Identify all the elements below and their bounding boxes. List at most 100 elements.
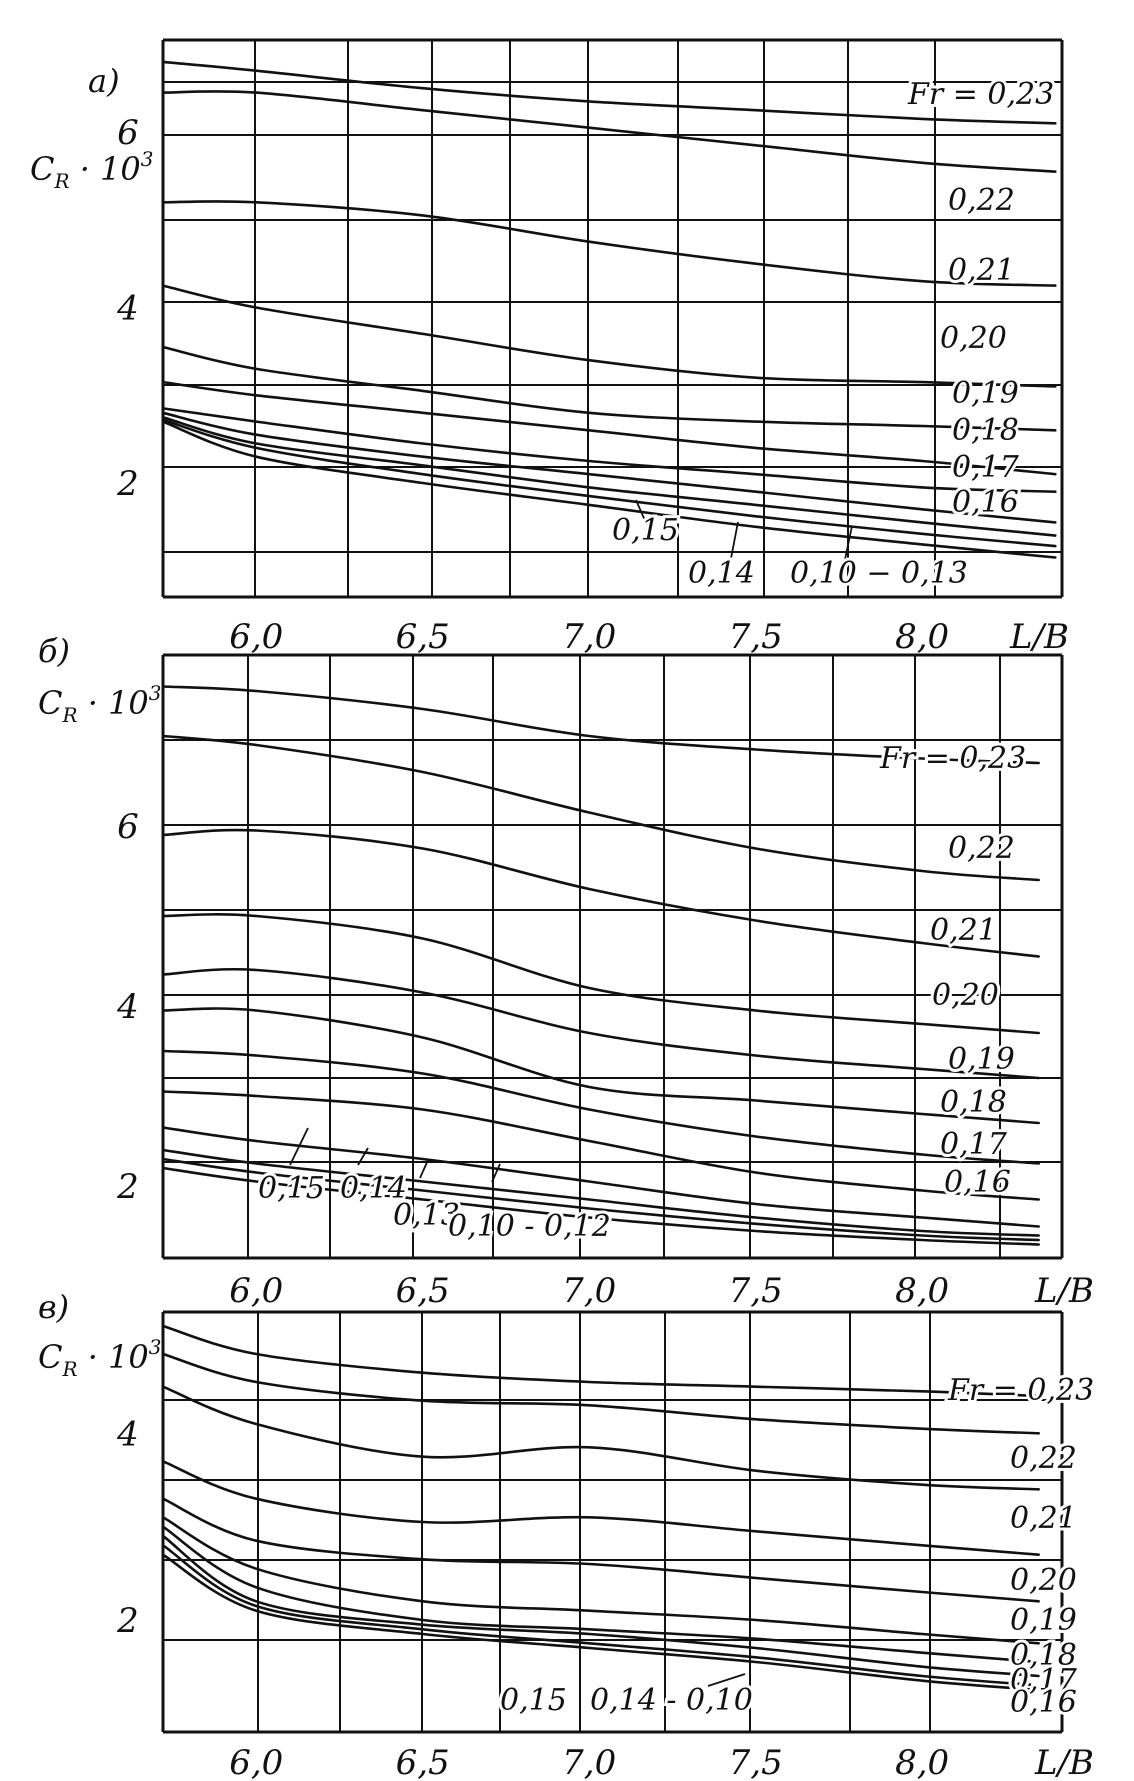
series-line xyxy=(161,1007,1040,1125)
series-line xyxy=(161,1497,1040,1603)
y-tick-label: 6 xyxy=(117,113,139,153)
series-line xyxy=(161,734,1040,882)
curve-label: 0,14 xyxy=(688,556,755,591)
x-tick-label: 6,5 xyxy=(396,617,450,657)
curve-label: 0,16 xyxy=(944,1165,1011,1200)
y-tick-label: 4 xyxy=(116,1414,139,1454)
x-tick-label: 8,0 xyxy=(895,617,949,657)
curve-label: 0,21 xyxy=(930,913,997,948)
series-line xyxy=(161,420,1057,559)
x-tick-label: 7,0 xyxy=(562,1743,616,1781)
label-leader xyxy=(357,1147,369,1166)
y-tick-label: 4 xyxy=(116,289,139,329)
curve-label: 0,15 xyxy=(612,513,679,548)
curve-label: 0,13 xyxy=(393,1198,460,1233)
x-tick-label: 8,0 xyxy=(895,1271,949,1311)
series-line xyxy=(161,967,1040,1080)
y-axis-title: CR · 103 xyxy=(30,147,154,193)
panel-label: в) xyxy=(38,1288,69,1326)
curve-label: 0,22 xyxy=(948,183,1015,218)
curve-label: 0,18 xyxy=(1010,1638,1077,1673)
curve-label: 0,19 xyxy=(1010,1603,1077,1638)
curve-label: Fr = 0,23 xyxy=(907,77,1054,112)
series-line xyxy=(161,90,1057,173)
x-tick-label: 7,0 xyxy=(562,617,616,657)
x-tick-label: 7,5 xyxy=(729,1271,783,1311)
series-line xyxy=(161,418,1057,548)
y-tick-label: 6 xyxy=(117,807,139,847)
curve-label: 0,16 xyxy=(952,485,1019,520)
curve-label: Fr = 0,23 xyxy=(947,1373,1094,1408)
series-line xyxy=(161,1544,1040,1687)
x-tick-label: 6,0 xyxy=(229,617,283,657)
series-line xyxy=(161,1352,1040,1435)
y-axis-title: CR · 103 xyxy=(38,1335,162,1381)
curve-label: 0,20 xyxy=(940,321,1007,356)
curve-label: Fr = 0,23 xyxy=(879,741,1026,776)
series-line xyxy=(161,1126,1040,1228)
series-line xyxy=(161,200,1057,287)
x-axis-title: L/B xyxy=(1009,617,1069,657)
x-tick-label: 7,0 xyxy=(562,1271,616,1311)
curve-label: 0,21 xyxy=(948,253,1015,288)
series-line xyxy=(161,1090,1040,1201)
series-line xyxy=(161,913,1040,1035)
series-line xyxy=(161,1534,1040,1678)
series-line xyxy=(161,411,1057,524)
x-tick-label: 7,5 xyxy=(729,617,783,657)
x-tick-label: 7,5 xyxy=(729,1743,783,1781)
y-tick-label: 2 xyxy=(116,1601,139,1641)
label-leader xyxy=(635,499,651,533)
curve-label: 0,20 xyxy=(932,978,999,1013)
curve-label: 0,15 xyxy=(500,1683,567,1718)
curve-label: 0,17 xyxy=(1010,1663,1078,1698)
series-line xyxy=(161,1516,1040,1645)
x-tick-label: 6,0 xyxy=(229,1743,283,1781)
series-line xyxy=(161,1553,1040,1692)
curve-label: 0,18 xyxy=(952,413,1019,448)
series-line xyxy=(161,345,1057,432)
series-line xyxy=(161,1525,1040,1664)
curve-label: 0,16 xyxy=(1010,1685,1077,1720)
series-line xyxy=(161,1148,1040,1237)
curve-label: 0,14 - 0,10 xyxy=(590,1683,753,1718)
series-line xyxy=(161,1385,1040,1491)
x-tick-label: 6,5 xyxy=(396,1271,450,1311)
y-tick-label: 4 xyxy=(116,987,139,1027)
panel-label: а) xyxy=(88,62,120,100)
label-leader xyxy=(841,525,853,575)
curve-label: 0,10 - 0,12 xyxy=(448,1209,611,1244)
series-line xyxy=(161,415,1057,537)
series-line xyxy=(161,1049,1040,1165)
series-line xyxy=(161,407,1057,493)
series-line xyxy=(161,685,1040,765)
series-line xyxy=(161,1460,1040,1556)
panel-label: б) xyxy=(38,632,70,670)
curve-label: 0,17 xyxy=(940,1127,1008,1162)
label-leader xyxy=(727,521,739,575)
y-axis-title: CR · 103 xyxy=(38,681,162,727)
label-leader xyxy=(289,1127,309,1166)
curve-label: 0,18 xyxy=(940,1085,1007,1120)
x-axis-title: L/B xyxy=(1034,1743,1094,1781)
x-tick-label: 8,0 xyxy=(895,1743,949,1781)
curve-label: 0,20 xyxy=(1010,1563,1077,1598)
x-axis-title: L/B xyxy=(1034,1271,1094,1311)
curve-label: 0,17 xyxy=(952,450,1020,485)
x-tick-label: 6,5 xyxy=(396,1743,450,1781)
x-tick-label: 6,0 xyxy=(229,1271,283,1311)
curve-label: 0,14 xyxy=(340,1171,407,1206)
curve-label: 0,19 xyxy=(948,1042,1015,1077)
chart-panel-2: б) CR · 103 2 4 6 6,0 6,5 7,0 7,5 8,0 L/B Fr = 0,23… xyxy=(38,632,1094,1311)
series-line xyxy=(161,1166,1040,1246)
y-tick-label: 2 xyxy=(116,464,139,504)
y-tick-label: 2 xyxy=(116,1167,139,1207)
curve-label: 0,10 − 0,13 xyxy=(790,556,968,591)
series-line xyxy=(161,1157,1040,1242)
series-line xyxy=(161,1324,1040,1398)
curve-label: 0,21 xyxy=(1010,1501,1077,1536)
label-leader xyxy=(707,1673,746,1687)
series-line xyxy=(161,380,1057,476)
